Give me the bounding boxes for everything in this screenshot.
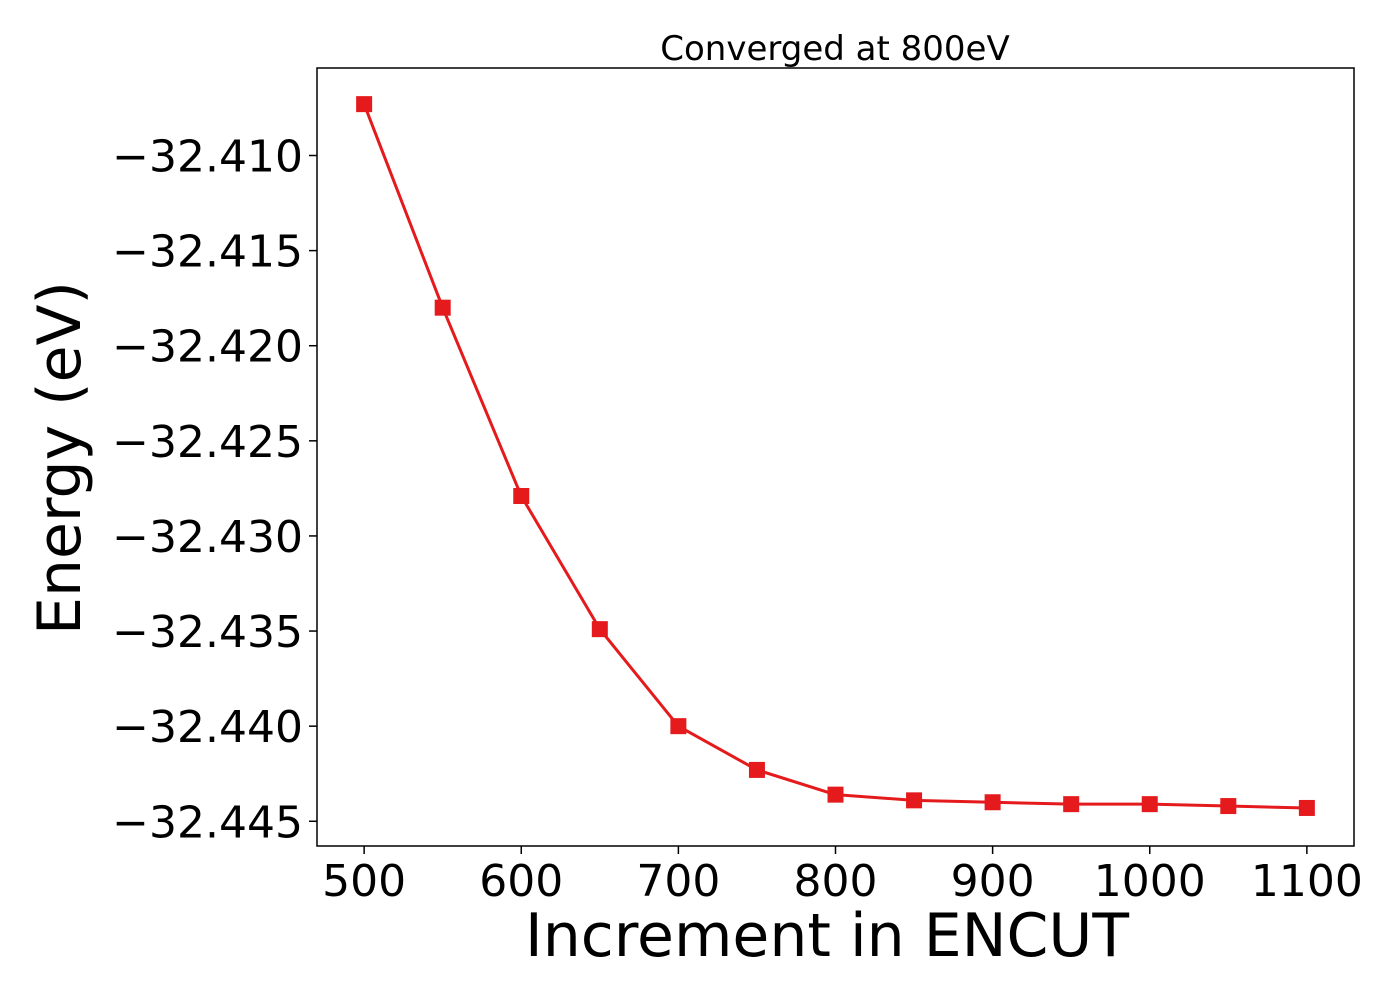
data-point-marker: [984, 794, 1001, 811]
data-point-marker: [434, 299, 451, 316]
data-point-marker: [1220, 798, 1237, 815]
series-layer: [356, 96, 1315, 816]
x-tick-label: 800: [794, 856, 878, 907]
y-axis: −32.410 −32.415 −32.420 −32.425 −32.430 −32.4…: [112, 132, 317, 848]
data-point-marker: [1141, 796, 1158, 813]
y-tick-label: −32.425: [112, 417, 303, 468]
x-tick-label: 1000: [1094, 856, 1206, 907]
chart-title: Converged at 800eV: [660, 29, 1009, 69]
y-tick-label: −32.435: [112, 607, 303, 658]
x-tick-label: 900: [951, 856, 1035, 907]
data-point-marker: [827, 786, 844, 803]
x-axis: 500 600 700 800 900 1000 1100: [322, 846, 1363, 907]
y-tick-label: −32.420: [112, 322, 303, 373]
y-tick-label: −32.415: [112, 227, 303, 278]
series-line: [362, 103, 1307, 810]
data-point-marker: [1063, 796, 1080, 813]
data-point-marker: [1298, 799, 1315, 816]
y-tick-label: −32.440: [112, 702, 303, 753]
y-tick-label: −32.430: [112, 512, 303, 563]
x-tick-label: 700: [636, 856, 720, 907]
data-point-marker: [591, 621, 608, 638]
data-point-marker: [748, 761, 765, 778]
data-point-marker: [670, 718, 687, 735]
data-point-marker: [513, 488, 530, 504]
y-axis-label: Energy (eV): [25, 281, 95, 635]
x-axis-label: Increment in ENCUT: [525, 901, 1129, 971]
y-tick-label: −32.410: [112, 132, 303, 183]
plot-area: −32.410 −32.415 −32.420 −32.425 −32.430 −32.4…: [112, 67, 1363, 907]
x-tick-label: 500: [322, 856, 406, 907]
x-tick-label: 600: [479, 856, 563, 907]
data-point-marker: [356, 96, 373, 113]
data-point-marker: [906, 792, 923, 809]
x-tick-label: 1100: [1251, 856, 1363, 907]
y-tick-label: −32.445: [112, 797, 303, 848]
plot-frame: [316, 67, 1355, 847]
